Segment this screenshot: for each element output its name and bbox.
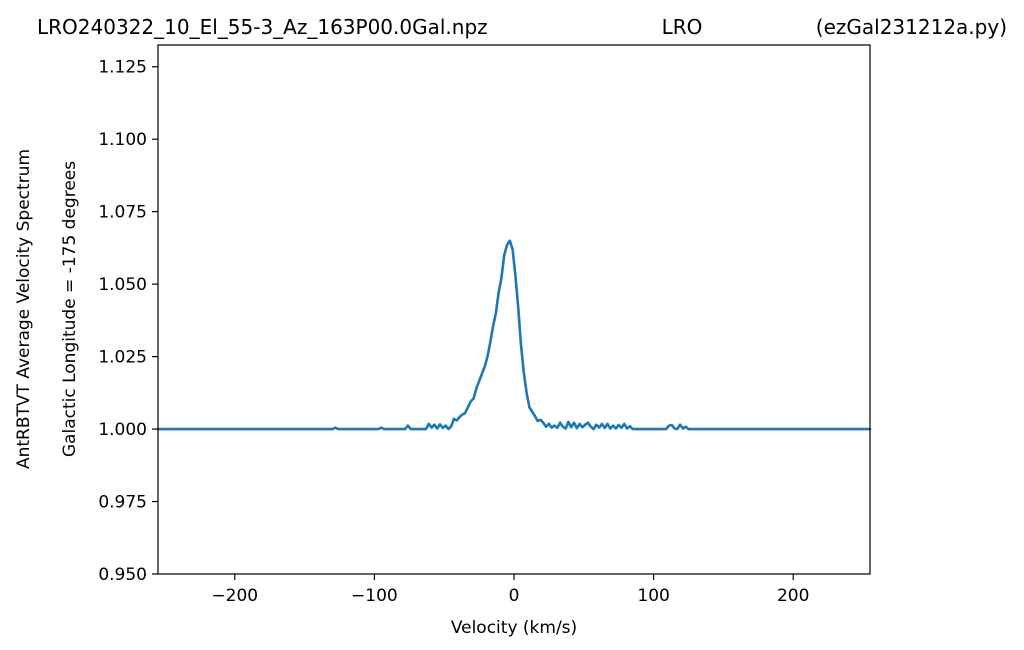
axes-frame — [157, 44, 871, 575]
y-tick-label: 1.050 — [98, 275, 147, 295]
y-tick-label: 1.125 — [98, 58, 147, 78]
y-axis-label: AntRBTVT Average Velocity Spectrum — [14, 149, 34, 469]
x-axis-label: Velocity (km/s) — [451, 618, 577, 638]
y-tick-label: 0.975 — [98, 493, 147, 513]
header-script: (ezGal231212a.py) — [816, 15, 1007, 39]
y-axis: 0.950 0.975 1.000 1.025 1.050 1.075 1.100 1.125 — [98, 58, 158, 585]
series-line — [156, 239, 872, 431]
plot-area — [156, 239, 872, 431]
y-tick-label: 1.075 — [98, 203, 147, 223]
header-filename: LRO240322_10_El_55-3_Az_163P00.0Gal.npz — [37, 15, 488, 39]
y-axis-label-longitude: Galactic Longitude = -175 degrees — [60, 161, 80, 457]
x-tick-label: 200 — [777, 586, 809, 606]
header-site: LRO — [662, 15, 703, 39]
y-tick-label: 1.025 — [98, 348, 147, 368]
x-tick-label: 0 — [509, 586, 520, 606]
y-tick-label: 0.950 — [98, 565, 147, 585]
x-axis: −200 −100 0 100 200 — [211, 574, 809, 606]
y-tick-label: 1.000 — [98, 420, 147, 440]
x-tick-label: 100 — [637, 586, 669, 606]
x-tick-label: −100 — [351, 586, 398, 606]
y-tick-label: 1.100 — [98, 130, 147, 150]
x-tick-label: −200 — [211, 586, 258, 606]
